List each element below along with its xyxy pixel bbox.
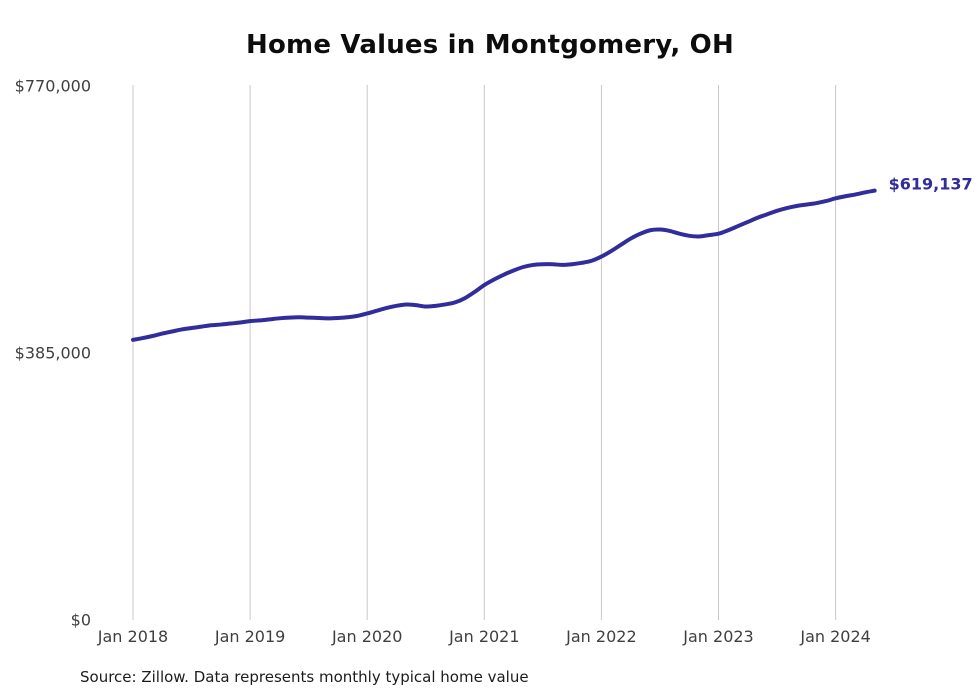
- y-axis-tick: $385,000: [14, 343, 91, 363]
- value-line: [131, 188, 877, 342]
- x-axis-tick: Jan 2024: [800, 627, 871, 646]
- latest-value-label: $619,137: [888, 174, 973, 194]
- x-axis-tick: Jan 2021: [449, 627, 520, 646]
- x-axis-tick: Jan 2018: [97, 627, 169, 646]
- chart-title: Home Values in Montgomery, OH: [246, 30, 734, 60]
- x-axis-tick: Jan 2019: [214, 627, 286, 646]
- x-axis-tick: Jan 2020: [331, 627, 403, 646]
- x-axis-tick: Jan 2022: [566, 627, 637, 646]
- x-axis-tick: Jan 2023: [683, 627, 754, 646]
- y-axis-tick: $0: [70, 610, 91, 630]
- source-note: Source: Zillow. Data represents monthly …: [80, 668, 529, 686]
- y-axis-tick: $770,000: [14, 76, 91, 96]
